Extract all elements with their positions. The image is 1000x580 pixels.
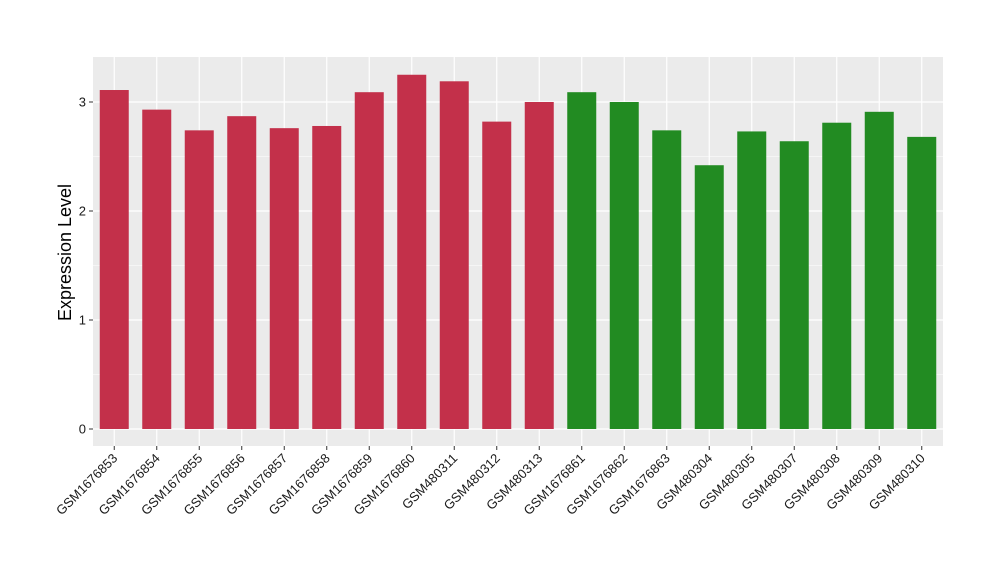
bar-GSM1676857 [269, 128, 299, 429]
bars [99, 74, 937, 430]
bar-GSM480311 [439, 81, 469, 429]
bar-GSM480307 [779, 141, 809, 430]
bar-GSM1676855 [184, 130, 214, 429]
bar-GSM1676863 [652, 130, 682, 429]
y-axis: 0 1 2 3 [79, 95, 93, 437]
bar-GSM1676853 [99, 90, 129, 429]
bar-GSM480310 [907, 136, 937, 429]
bar-GSM480304 [694, 165, 724, 429]
y-tick-label: 0 [79, 422, 86, 437]
bar-GSM1676861 [567, 92, 597, 429]
bar-GSM480305 [737, 131, 767, 429]
plot-panel [93, 57, 943, 446]
bar-GSM480309 [864, 111, 894, 429]
y-tick-label: 2 [79, 204, 86, 219]
y-tick-label: 1 [79, 313, 86, 328]
bar-GSM480308 [822, 122, 852, 430]
bar-GSM480313 [524, 102, 554, 429]
bar-GSM480312 [482, 121, 512, 430]
bar-GSM1676854 [142, 109, 172, 429]
y-axis-title: Expression Level [55, 184, 75, 321]
bar-GSM1676856 [227, 116, 257, 430]
bar-GSM1676860 [397, 74, 427, 429]
x-axis: GSM1676853GSM1676854GSM1676855GSM1676856… [53, 446, 928, 518]
bar-GSM1676862 [609, 102, 639, 429]
y-tick-label: 3 [79, 95, 86, 110]
bar-GSM1676859 [354, 92, 384, 429]
bar-GSM1676858 [312, 125, 342, 429]
